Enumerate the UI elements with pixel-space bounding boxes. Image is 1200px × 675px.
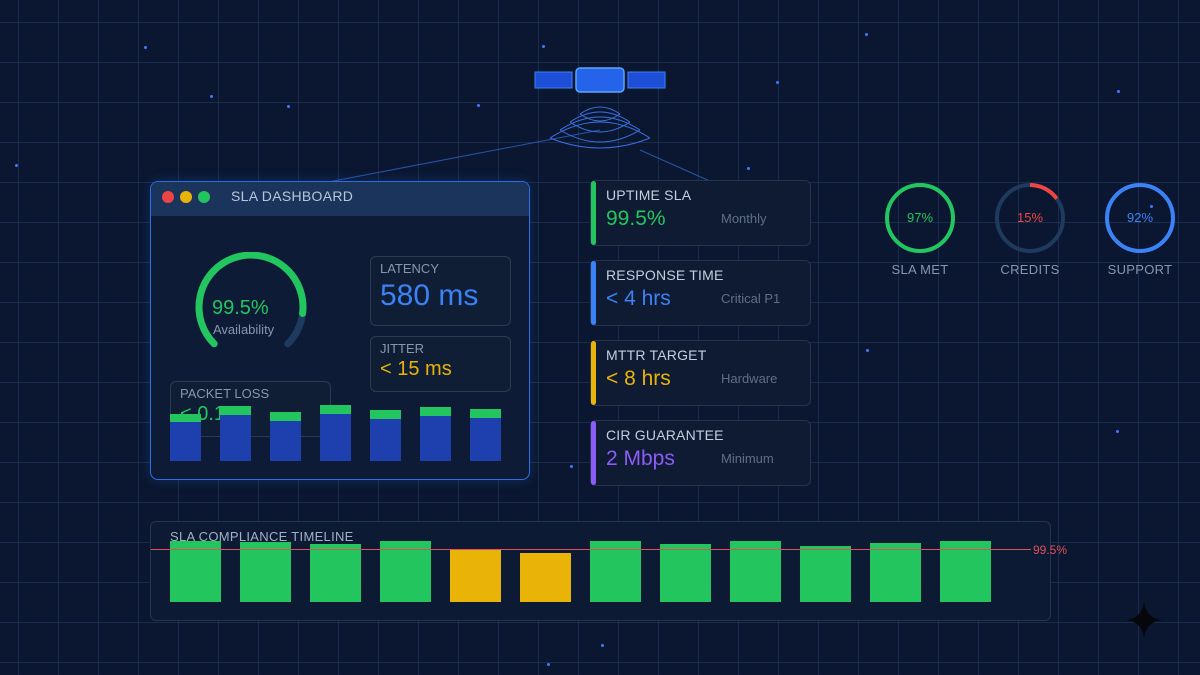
card-accent [591,341,596,405]
traffic-bar [170,422,201,461]
star-dot [747,167,750,170]
timeline-bar [590,541,641,602]
star-dot [477,104,480,107]
timeline-bar [240,542,291,602]
timeline-bar [310,544,361,602]
timeline-bar [450,549,501,602]
timeline-bar [940,541,991,602]
ring-label: CREDITS [1000,262,1060,277]
sla-compliance-timeline: 99.5% SLA COMPLIANCE TIMELINE [150,521,1067,621]
traffic-bar-cap [320,405,351,414]
ring-gauge [1105,183,1175,253]
star-dot [15,164,18,167]
star-dot [776,81,779,84]
availability-value: 99.5% [212,297,269,319]
timeline-bar [660,544,711,602]
packet-loss-label: PACKET LOSS [180,386,270,401]
card-subtitle: Critical P1 [721,291,781,306]
card-subtitle: Minimum [721,451,774,466]
card-title: RESPONSE TIME [606,267,724,283]
maximize-window-button[interactable] [198,191,210,203]
sla-dashboard-window: SLA DASHBOARD 99.5% Availability LATENCY… [150,181,530,480]
ring-sla-met: 97% SLA MET [864,182,974,282]
ring-support: 92% SUPPORT [1084,182,1194,282]
star-dot [1116,430,1119,433]
card-accent [591,181,596,245]
traffic-bar-cap [270,412,301,421]
card-uptime-sla: UPTIME SLA 99.5% Monthly [590,180,811,246]
timeline-title: SLA COMPLIANCE TIMELINE [170,529,354,544]
window-title: SLA DASHBOARD [231,188,354,204]
card-value: 99.5% [606,207,666,230]
availability-gauge [195,252,307,348]
latency-box: LATENCY 580 ms [370,256,511,326]
star-dot [542,45,545,48]
latency-value: 580 ms [380,279,479,312]
ring-percent: 15% [1016,210,1044,225]
traffic-bar-cap [370,410,401,419]
star-dot [866,349,869,352]
timeline-bar [520,553,571,602]
ring-percent: 97% [906,210,934,225]
traffic-bar [220,415,251,461]
traffic-bar [370,419,401,461]
star-dot [865,33,868,36]
card-subtitle: Monthly [721,211,767,226]
close-window-button[interactable] [162,191,174,203]
traffic-bar-cap [420,407,451,416]
window-titlebar: SLA DASHBOARD [151,182,529,216]
timeline-bar [800,546,851,602]
card-title: UPTIME SLA [606,187,692,203]
card-accent [591,261,596,325]
ring-gauge [885,183,955,253]
star-dot [210,95,213,98]
traffic-bar-cap [170,414,201,422]
ring-label: SLA MET [891,262,949,277]
traffic-bar-cap [470,409,501,418]
ring-credits: 15% CREDITS [974,182,1084,282]
card-title: CIR GUARANTEE [606,427,724,443]
traffic-bar [270,421,301,461]
timeline-bar [380,541,431,602]
latency-label: LATENCY [380,261,439,276]
star-dot [144,46,147,49]
jitter-value: < 15 ms [380,358,452,380]
availability-label: Availability [213,322,275,337]
star-dot [601,644,604,647]
timeline-bar [170,541,221,602]
ring-label: SUPPORT [1107,262,1173,277]
card-accent [591,421,596,485]
star-dot [547,663,550,666]
traffic-bar-cap [220,406,251,415]
card-response-time: RESPONSE TIME < 4 hrs Critical P1 [590,260,811,326]
ring-percent: 92% [1126,210,1154,225]
timeline-bar [870,543,921,602]
card-subtitle: Hardware [721,371,778,386]
card-value: < 8 hrs [606,367,671,390]
sparkle-icon [1126,602,1162,638]
card-value: 2 Mbps [606,447,675,470]
timeline-bar [730,541,781,602]
minimize-window-button[interactable] [180,191,192,203]
star-dot [1117,90,1120,93]
card-cir-guarantee: CIR GUARANTEE 2 Mbps Minimum [590,420,811,486]
satellite-icon [534,67,666,149]
card-title: MTTR TARGET [606,347,707,363]
card-value: < 4 hrs [606,287,671,310]
traffic-bar [320,414,351,461]
jitter-box: JITTER < 15 ms [370,336,511,392]
traffic-bar [420,416,451,461]
card-mttr-target: MTTR TARGET < 8 hrs Hardware [590,340,811,406]
star-dot [287,105,290,108]
traffic-bar [470,418,501,461]
star-dot [1150,205,1153,208]
ring-gauge [995,183,1065,253]
target-line [151,549,1031,550]
star-dot [570,465,573,468]
jitter-label: JITTER [380,341,425,356]
target-label: 99.5% [1033,543,1068,557]
